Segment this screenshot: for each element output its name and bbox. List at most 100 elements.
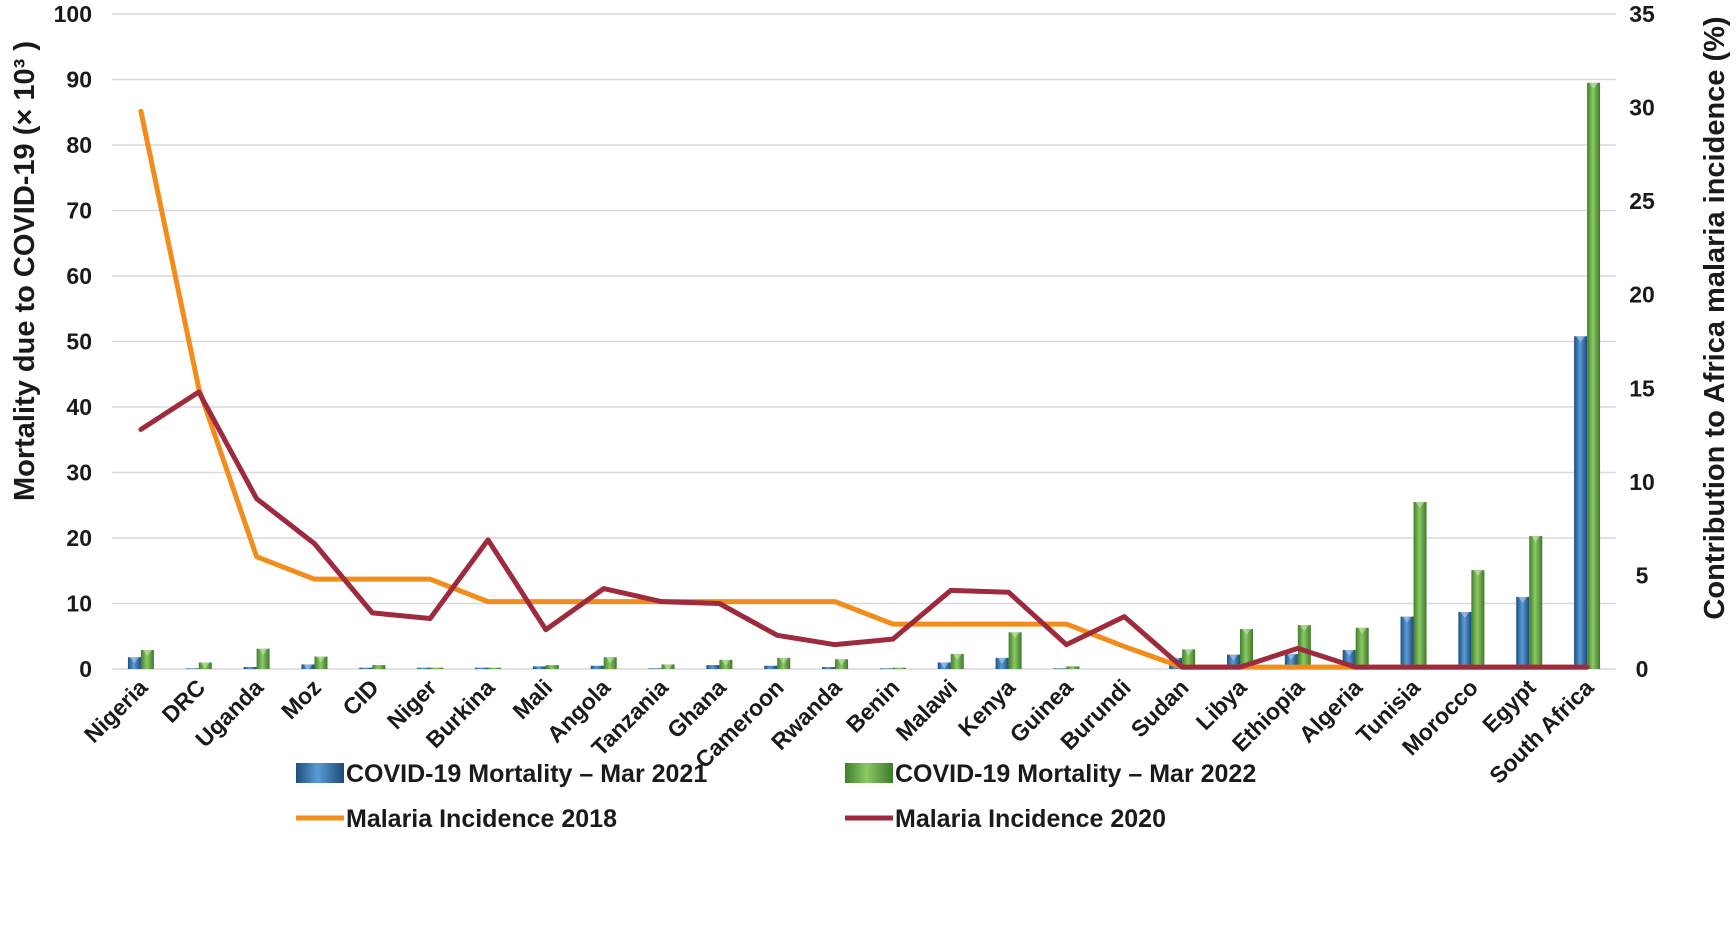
bar [1400,616,1414,669]
bar-cap [129,657,139,664]
bar [475,667,488,669]
line-series [138,108,1590,670]
bar [1413,501,1427,669]
y-tick-label: 100 [54,1,92,27]
bar-cap [605,657,615,664]
bar [372,665,386,669]
legend-swatch [845,763,893,783]
bar-cap [939,662,949,669]
bar [764,665,778,669]
axes: 0 10 20 30 40 50 60 70 80 90 100 0 5 10 15 20 25 30 35 Nige… [54,1,1655,789]
bar-cap [1344,650,1354,657]
y2-tick-label: 20 [1629,282,1655,308]
bar [1297,625,1311,669]
bar [417,667,431,669]
bar-cap [1242,629,1251,636]
legend-label: COVID-19 Mortality – Mar 2022 [895,760,1256,788]
y-tick-label: 90 [66,67,92,93]
y2-tick-label: 35 [1629,1,1655,27]
bar [243,667,257,669]
y-tick-label: 50 [66,329,92,355]
bar [1240,629,1253,669]
bar [545,665,559,669]
bar [256,648,270,669]
bar-cap [316,656,326,663]
y2-tick-label: 0 [1636,656,1649,682]
bar-cap [837,659,847,666]
legend-label: Malaria Incidence 2018 [346,805,617,833]
bar [127,657,141,669]
bar-cap [1460,612,1470,619]
line-series-path [138,389,1590,670]
y2-tick-label: 10 [1629,469,1655,495]
bar-cap [1415,501,1425,508]
bar [706,665,720,669]
legend-label: COVID-19 Mortality – Mar 2021 [346,760,707,788]
y-tick-label: 20 [66,525,92,551]
bar-cap [258,648,268,655]
bar [1529,536,1543,669]
y2-tick-label: 15 [1629,375,1655,401]
bar [532,666,546,669]
bar [430,667,444,669]
legend: COVID-19 Mortality – Mar 2021 COVID-19 Mo… [296,760,1256,833]
y2-tick-label: 25 [1629,188,1655,214]
bar-cap [779,657,789,664]
bar [648,668,662,669]
bar [1516,596,1530,669]
x-tick-label: Mali [507,674,557,724]
bar-cap [1184,649,1194,656]
bar [661,664,675,669]
y2-axis-title: Contribution to Africa malaria incidence… [1699,16,1731,619]
bar [488,667,501,669]
bar [1574,336,1588,669]
bar [879,668,893,669]
y-tick-label: 70 [66,198,92,224]
bar [822,667,836,669]
bar-cap [1589,82,1599,89]
bar [1458,612,1472,669]
y2-tick-label: 5 [1636,562,1649,588]
bar [937,662,951,669]
x-tick-label: DRC [157,674,211,728]
y-tick-label: 60 [66,263,92,289]
x-tick-label: CID [337,674,383,720]
y-tick-label: 0 [79,656,92,682]
bar-cap [1229,654,1238,661]
bar-cap [721,659,731,666]
bar [1355,627,1369,669]
bar-cap [1576,336,1586,343]
bar [603,657,617,669]
bar-cap [1357,627,1367,634]
bar-cap [1299,625,1309,632]
bar [301,664,315,669]
y2-tick-label: 30 [1629,95,1655,121]
bar-cap [1518,596,1528,603]
y-tick-label: 10 [66,591,92,617]
x-tick-label: Sudan [1126,674,1194,742]
bar [835,659,849,669]
bar-cap [1286,653,1296,660]
bar-cap [303,664,313,671]
bar-cap [200,662,210,669]
line-series-path [138,108,1590,670]
bar [892,667,906,669]
bar [950,653,964,669]
bar [1053,668,1067,669]
bar [185,668,199,669]
x-tick-label: Moz [276,674,326,724]
bar [359,667,373,669]
bar [198,662,212,669]
bar-cap [663,664,673,671]
x-tick-label: Nigeria [79,674,153,748]
x-tick-label: Malawi [891,674,963,746]
bar-cap [1010,632,1020,639]
bar [1182,649,1196,669]
bar-cap [952,653,962,660]
y-axis-title: Mortality due to COVID-19 (× 10³ ) [9,41,41,501]
bar-cap [1531,536,1541,543]
bar [777,657,791,669]
y-tick-label: 30 [66,460,92,486]
y-tick-label: 80 [66,132,92,158]
